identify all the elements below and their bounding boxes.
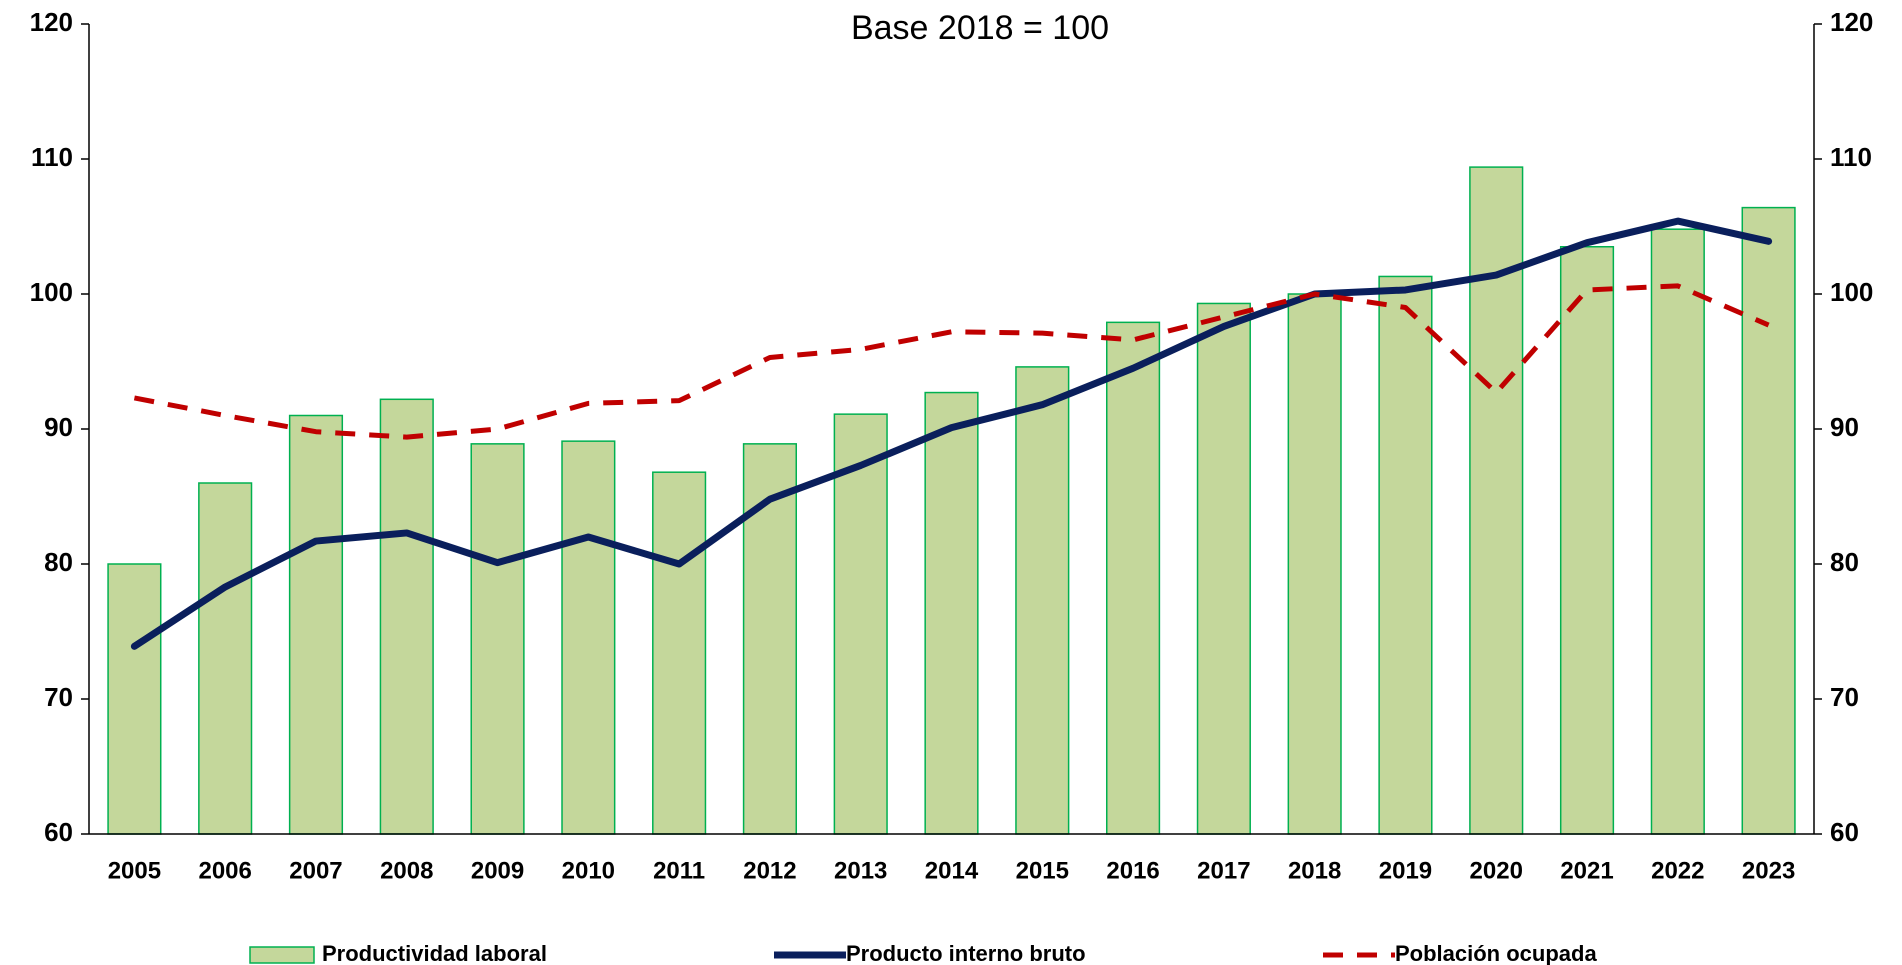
legend-swatch [249,946,315,964]
line [130,217,1773,650]
x-tick-label: 2012 [743,857,796,884]
x-tick-label: 2022 [1651,857,1704,884]
bar [1196,302,1251,835]
bar [470,443,525,835]
legend-label: Producto interno bruto [846,941,1086,965]
y2-tick-label: 60 [1830,817,1859,847]
x-tick-label: 2008 [380,857,433,884]
x-tick-label: 2009 [471,857,524,884]
y2-tick-label: 70 [1830,682,1859,712]
x-tick-label: 2021 [1560,857,1613,884]
y-tick-label: 110 [31,142,73,172]
bar [379,398,434,835]
bar [833,413,888,835]
y-tick-label: 80 [44,547,73,577]
y-tick-label: 120 [30,7,73,37]
bar [1378,275,1433,835]
bar [1106,321,1161,835]
bar [924,391,979,835]
bar [1650,228,1705,835]
bar [561,440,616,835]
bar [1741,206,1796,835]
x-tick-label: 2023 [1742,857,1795,884]
y-tick-label: 60 [44,817,73,847]
x-tick-label: 2017 [1197,857,1250,884]
chart-subtitle: Base 2018 = 100 [851,9,1109,47]
x-tick-label: 2013 [834,857,887,884]
x-tick-label: 2020 [1470,857,1523,884]
bar [288,414,344,835]
dashed-line [133,283,1770,440]
x-tick-label: 2019 [1379,857,1432,884]
bar [198,482,253,835]
legend-label: Productividad laboral [322,941,547,965]
bar [1559,246,1615,835]
x-tick-label: 2016 [1106,857,1159,884]
bar [652,471,707,835]
bar [107,563,162,835]
y2-tick-label: 120 [1830,7,1873,37]
x-tick-label: 2005 [108,857,161,884]
y2-tick-label: 110 [1830,142,1872,172]
bar [1287,293,1342,835]
y2-tick-label: 100 [1830,277,1873,307]
x-tick-label: 2018 [1288,857,1341,884]
y-tick-label: 70 [44,682,73,712]
bar [1015,366,1070,835]
y2-tick-label: 90 [1830,412,1859,442]
x-tick-label: 2015 [1016,857,1069,884]
x-tick-label: 2014 [925,857,979,884]
x-tick-label: 2006 [198,857,251,884]
y-tick-label: 100 [30,277,73,307]
y2-tick-label: 80 [1830,547,1859,577]
y-tick-label: 90 [44,412,73,442]
legend-label: Población ocupada [1395,941,1597,965]
x-tick-label: 2011 [653,857,705,884]
x-tick-label: 2010 [562,857,615,884]
x-tick-label: 2007 [289,857,342,884]
